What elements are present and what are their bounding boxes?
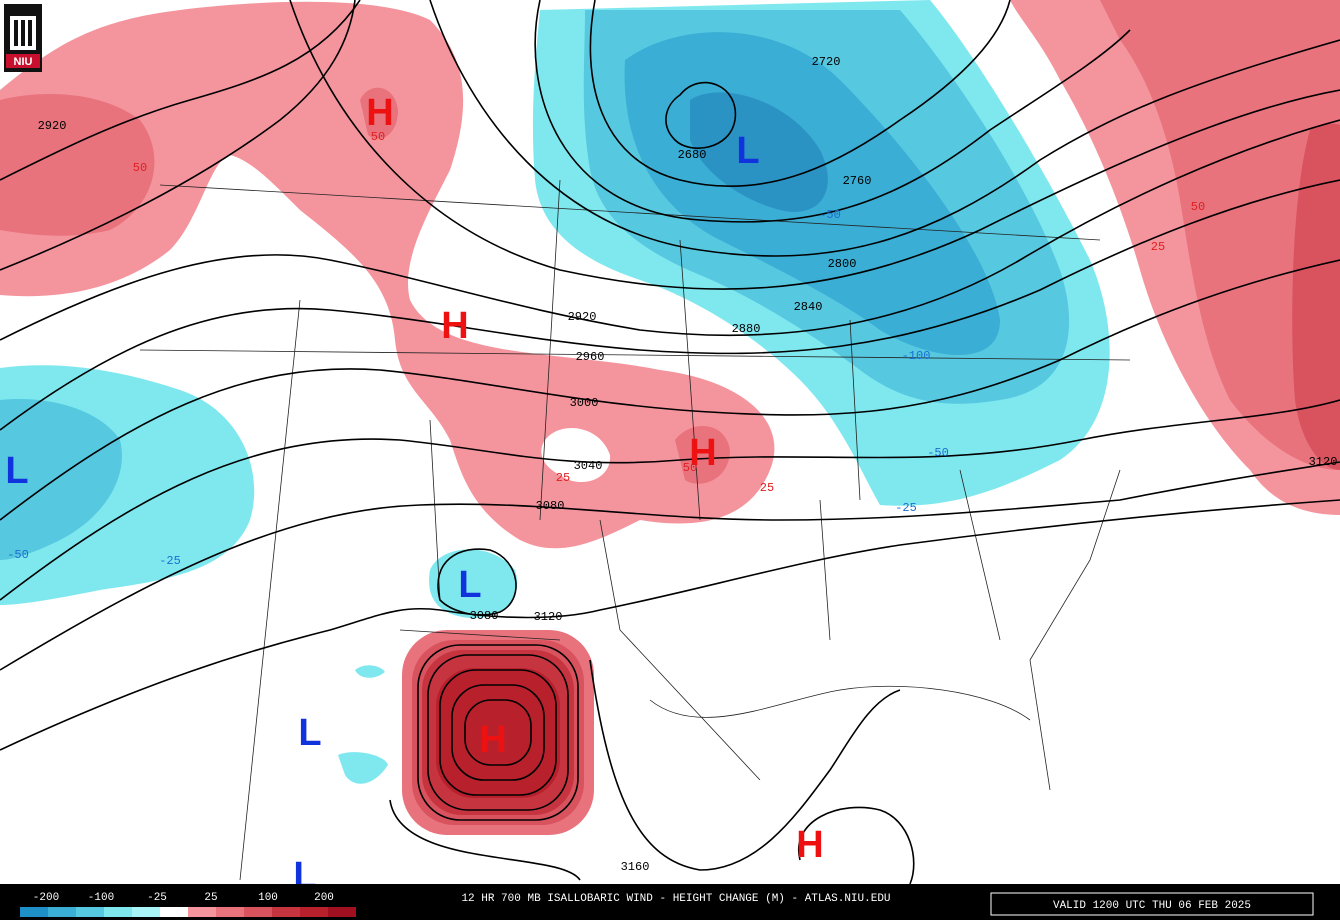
colorbar-label: 200	[314, 892, 334, 904]
colorbar-swatch	[132, 907, 160, 917]
height-label: 2920	[568, 310, 597, 324]
colorbar-swatch	[188, 907, 216, 917]
footer-title: 12 HR 700 MB ISALLOBARIC WIND - HEIGHT C…	[461, 893, 890, 905]
boundaries	[139, 179, 1131, 881]
change-label: 25	[760, 481, 774, 495]
height-label: 2920	[38, 119, 67, 133]
logo-text: NIU	[14, 56, 33, 68]
change-label: -100	[902, 349, 931, 363]
change-label: 25	[1151, 240, 1165, 254]
change-label: -25	[159, 554, 181, 568]
pressure-center: H	[689, 432, 716, 474]
colorbar-swatch	[104, 907, 132, 917]
pressure-center: L	[298, 712, 321, 754]
height-label: 2760	[843, 174, 872, 188]
height-label: 3120	[1309, 455, 1338, 469]
height-label: 3160	[621, 860, 650, 874]
colorbar-swatch	[20, 907, 48, 917]
change-label: 50	[683, 461, 697, 475]
height-label: 2800	[828, 257, 857, 271]
height-label: 3080	[536, 499, 565, 513]
pressure-center: L	[736, 130, 759, 172]
height-label: 3000	[570, 396, 599, 410]
pressure-center: L	[5, 450, 28, 492]
change-label: -50	[819, 208, 841, 222]
pressure-center: H	[796, 824, 823, 866]
valid-box	[990, 892, 1314, 916]
colorbar-swatch	[48, 907, 76, 917]
colorbar-swatch	[76, 907, 104, 917]
pressure-center: H	[479, 719, 506, 761]
change-label: -50	[927, 446, 949, 460]
height-label: 2680	[678, 148, 707, 162]
colorbar-label: 25	[204, 892, 217, 904]
change-label: 50	[133, 161, 147, 175]
logo: NIU	[4, 4, 42, 72]
height-label: 3120	[534, 610, 563, 624]
height-label: 3040	[574, 459, 603, 473]
rise-areas	[0, 0, 1340, 835]
change-label: 50	[371, 130, 385, 144]
pressure-center: H	[441, 305, 468, 347]
valid-time: VALID 1200 UTC THU 06 FEB 2025	[1053, 900, 1251, 912]
colorbar-swatch	[272, 907, 300, 917]
colorbar: -200 -100 -25 25 100 200	[20, 892, 356, 917]
colorbar-label: -25	[147, 892, 167, 904]
height-label: 2720	[812, 55, 841, 69]
change-label: 50	[1191, 200, 1205, 214]
pressure-center: L	[458, 564, 481, 606]
change-label: 25	[556, 471, 570, 485]
height-label: 2960	[576, 350, 605, 364]
colorbar-label: -100	[88, 892, 114, 904]
height-label: 2840	[794, 300, 823, 314]
colorbar-swatch	[300, 907, 328, 917]
colorbar-swatch	[244, 907, 272, 917]
colorbar-label: 100	[258, 892, 278, 904]
pressure-center: H	[366, 92, 393, 134]
height-label: 2880	[732, 322, 761, 336]
colorbar-swatch	[328, 907, 356, 917]
colorbar-swatch	[160, 907, 188, 917]
change-label: -50	[7, 548, 29, 562]
height-label: 3080	[470, 609, 499, 623]
change-label: -25	[895, 501, 917, 515]
colorbar-swatch	[216, 907, 244, 917]
height-contours	[0, 0, 1340, 885]
colorbar-label: -200	[33, 892, 59, 904]
